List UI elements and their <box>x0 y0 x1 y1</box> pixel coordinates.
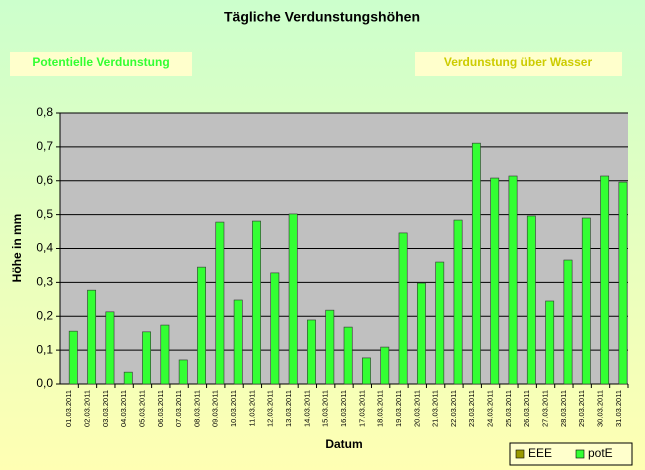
x-tick-label: 03.03.2011 <box>101 390 110 427</box>
bar <box>142 331 151 385</box>
x-tick-label: 29.03.2011 <box>577 390 586 427</box>
legend-box <box>509 442 633 466</box>
x-tick-label: 02.03.2011 <box>82 390 91 427</box>
legend-label: potE <box>588 446 613 460</box>
x-tick-label: 15.03.2011 <box>321 390 330 427</box>
x-tick-label: 05.03.2011 <box>137 390 146 427</box>
bar <box>471 142 481 385</box>
bar <box>453 219 463 385</box>
x-tick-label: 27.03.2011 <box>541 390 550 427</box>
annotation-box <box>10 52 192 76</box>
x-tick-label: 01.03.2011 <box>64 390 73 427</box>
bar <box>68 330 78 385</box>
x-tick-label: 09.03.2011 <box>211 390 220 427</box>
x-tick-label: 25.03.2011 <box>504 390 513 427</box>
bar <box>233 299 243 385</box>
x-tick-label: 23.03.2011 <box>467 390 476 427</box>
x-tick-label: 12.03.2011 <box>266 390 275 427</box>
x-tick-label: 31.03.2011 <box>614 390 623 427</box>
y-tick-label: 0,7 <box>36 139 53 153</box>
x-tick-label: 11.03.2011 <box>247 390 256 426</box>
x-tick-label: 18.03.2011 <box>376 390 385 427</box>
y-tick-label: 0,0 <box>36 376 53 390</box>
bar <box>252 220 261 385</box>
bar <box>581 217 591 385</box>
bar <box>307 319 316 385</box>
x-tick-label: 10.03.2011 <box>229 390 238 427</box>
bar <box>160 324 170 385</box>
bar <box>416 282 426 385</box>
bar <box>215 221 225 385</box>
bar <box>526 215 536 385</box>
x-tick-label: 30.03.2011 <box>596 390 605 427</box>
x-tick-label: 14.03.2011 <box>302 390 311 427</box>
x-tick-label: 20.03.2011 <box>412 390 421 427</box>
x-tick-label: 22.03.2011 <box>449 390 458 427</box>
chart-title: Tägliche Verdunstungshöhen <box>224 9 420 25</box>
legend-swatch <box>515 449 525 459</box>
y-tick-label: 0,5 <box>36 207 53 221</box>
x-tick-label: 28.03.2011 <box>559 390 568 427</box>
bar <box>362 357 371 385</box>
x-tick-label: 08.03.2011 <box>192 390 201 427</box>
y-tick-label: 0,4 <box>36 241 53 255</box>
x-tick-label: 19.03.2011 <box>394 390 403 427</box>
bar <box>398 232 408 385</box>
bar <box>435 261 445 385</box>
bar <box>490 177 500 385</box>
bar <box>270 272 280 385</box>
bar <box>123 371 133 385</box>
x-tick-label: 16.03.2011 <box>339 390 348 427</box>
x-tick-label: 04.03.2011 <box>119 390 128 427</box>
y-tick-label: 0,3 <box>36 275 53 289</box>
bar <box>87 289 97 385</box>
bar <box>545 300 555 385</box>
x-tick-label: 13.03.2011 <box>284 390 293 427</box>
x-tick-label: 26.03.2011 <box>522 390 531 427</box>
bar <box>343 326 353 385</box>
x-tick-label: 07.03.2011 <box>174 390 183 427</box>
bar <box>600 175 610 385</box>
bar <box>325 309 335 385</box>
y-tick-label: 0,6 <box>36 173 53 187</box>
y-tick-label: 0,2 <box>36 308 53 322</box>
x-tick-label: 24.03.2011 <box>486 390 495 427</box>
y-tick-label: 0,1 <box>36 342 53 356</box>
bar <box>563 259 573 385</box>
bar <box>508 175 518 385</box>
y-axis-label: Höhe in mm <box>10 214 24 283</box>
bar <box>380 346 390 385</box>
annotation: Potentielle Verdunstung <box>32 55 169 69</box>
x-tick-label: 17.03.2011 <box>357 390 366 427</box>
bar <box>178 359 188 385</box>
x-axis-label: Datum <box>325 437 362 451</box>
y-tick-label: 0,8 <box>36 105 53 119</box>
x-tick-label: 21.03.2011 <box>431 390 440 427</box>
bar <box>197 266 206 385</box>
bar <box>288 213 298 385</box>
annotation: Verdunstung über Wasser <box>444 55 593 69</box>
bar <box>618 181 628 385</box>
x-tick-label: 06.03.2011 <box>156 390 165 427</box>
legend-swatch <box>575 449 585 459</box>
annotation-box <box>415 52 622 76</box>
bar <box>105 311 115 385</box>
legend-label: EEE <box>528 446 552 460</box>
